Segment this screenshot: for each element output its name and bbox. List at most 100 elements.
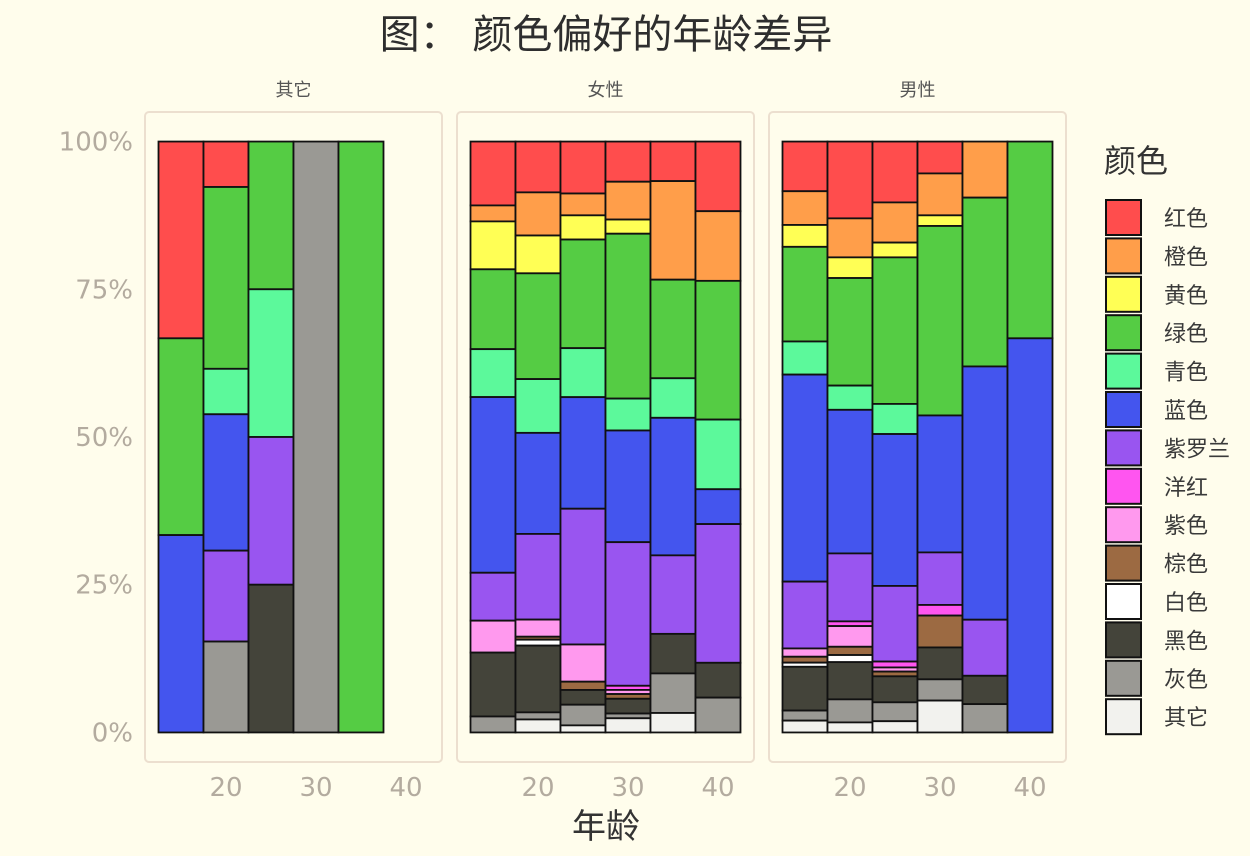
bar-segment-male-age20-white [826, 654, 874, 664]
bar-segment-male-age20-orange [826, 217, 874, 259]
bar-segment-female-age25-cyan [559, 347, 607, 399]
x-tick-label: 30 [923, 773, 956, 803]
bar-female-age25 [559, 140, 607, 734]
bar-female-age15 [469, 140, 517, 734]
bar-segment-male-age25-blue [871, 433, 919, 587]
x-axis-title: 年龄 [572, 807, 640, 847]
bar-segment-male-age15-orange [781, 190, 829, 226]
legend-swatch [1105, 659, 1142, 697]
bar-other-age15 [157, 140, 205, 734]
legend-swatch [1105, 698, 1142, 736]
bar-segment-female-age35-black [649, 632, 697, 675]
x-tick-label: 40 [389, 773, 422, 803]
bar-segment-female-age30-cyan [604, 397, 652, 432]
bar-segment-female-age40-blue [694, 488, 742, 525]
bar-segment-male-age20-purple [826, 625, 874, 648]
bar-male-age30 [916, 140, 964, 734]
y-axis: 0% 25% 50% 75% 100% [59, 128, 133, 749]
legend-label: 青色 [1164, 361, 1208, 386]
bar-segment-male-age30-yellow [916, 214, 964, 227]
bar-segment-female-age25-brown [559, 680, 607, 691]
bar-segment-female-age15-yellow [469, 220, 517, 271]
bar-segment-female-age15-purple [469, 619, 517, 654]
bar-segment-female-age25-purple [559, 643, 607, 683]
chart-title: 图： 颜色偏好的年龄差异 [380, 12, 833, 58]
bar-segment-female-age35-other [649, 712, 697, 734]
bar-segment-other-age20-blue [202, 413, 250, 552]
legend-item-other: 其它 [1105, 698, 1208, 736]
bar-male-age35 [961, 140, 1009, 734]
bar-segment-other-age30-gray [292, 140, 340, 734]
bar-segment-male-age35-violet [961, 618, 1009, 677]
legend-item-green: 绿色 [1105, 314, 1208, 352]
legend-label: 灰色 [1164, 668, 1208, 693]
legend-swatch [1105, 391, 1142, 428]
bar-segment-female-age30-orange [604, 180, 652, 221]
bar-segment-male-age40-green [1006, 140, 1054, 340]
bar-segment-female-age30-violet [604, 541, 652, 687]
bar-female-age20 [514, 140, 562, 734]
bar-segment-male-age30-black [916, 646, 964, 681]
bar-segment-female-age25-black [559, 689, 607, 706]
bar-segment-female-age30-black [604, 697, 652, 715]
bar-segment-male-age15-blue [781, 373, 829, 583]
bar-segment-female-age25-violet [559, 507, 607, 646]
bar-segment-female-age40-green [694, 279, 742, 421]
x-tick-label: 30 [299, 773, 332, 803]
bar-other-age20 [202, 140, 250, 734]
bar-segment-female-age35-blue [649, 416, 697, 557]
y-tick-label: 50% [75, 423, 133, 453]
bar-segment-female-age25-green [559, 238, 607, 350]
bar-segment-male-age25-cyan [871, 403, 919, 435]
bar-male-age20 [826, 140, 874, 734]
bar-segment-female-age20-red [514, 140, 562, 194]
bar-segment-female-age20-blue [514, 431, 562, 535]
legend-item-blue: 蓝色 [1105, 391, 1208, 428]
bar-segment-female-age20-black [514, 644, 562, 714]
bar-segment-male-age40-blue [1006, 337, 1054, 734]
bar-segment-male-age15-other [781, 719, 829, 734]
bar-segment-male-age25-other [871, 720, 919, 734]
legend-label: 洋红 [1164, 476, 1208, 501]
bar-segment-male-age25-green [871, 256, 919, 405]
legend-label: 紫色 [1164, 514, 1208, 539]
bar-segment-male-age30-magenta [916, 604, 964, 617]
legend-label: 棕色 [1164, 553, 1208, 578]
bar-segment-female-age30-green [604, 232, 652, 400]
bar-segment-male-age30-green [916, 225, 964, 417]
bar-segment-female-age20-green [514, 272, 562, 380]
bar-segment-male-age20-blue [826, 408, 874, 555]
bar-segment-male-age15-yellow [781, 224, 829, 248]
bar-segment-female-age40-gray [694, 696, 742, 734]
bar-female-age35 [649, 140, 697, 734]
bar-segment-male-age35-black [961, 674, 1009, 706]
bar-segment-female-age20-gray [514, 711, 562, 721]
legend-swatch [1105, 199, 1142, 236]
bar-segment-female-age40-red [694, 140, 742, 213]
bar-segment-female-age30-red [604, 140, 652, 183]
legend-item-black: 黑色 [1105, 621, 1208, 659]
bar-segment-female-age20-orange [514, 191, 562, 237]
bar-segment-male-age15-black [781, 665, 829, 712]
legend-item-red: 红色 [1105, 199, 1208, 236]
legend-label: 黑色 [1164, 629, 1208, 654]
bar-segment-male-age30-other [916, 699, 964, 734]
bar-segment-male-age15-cyan [781, 340, 829, 376]
bar-segment-female-age25-orange [559, 192, 607, 217]
bar-segment-female-age25-red [559, 140, 607, 195]
bar-segment-male-age20-black [826, 661, 874, 701]
x-tick-label: 40 [701, 773, 734, 803]
bar-segment-female-age15-red [469, 140, 517, 207]
bar-segment-male-age15-violet [781, 580, 829, 650]
bar-male-age25 [871, 140, 919, 734]
x-tick-label: 20 [833, 773, 866, 803]
legend-swatch [1105, 352, 1142, 390]
bar-segment-other-age20-cyan [202, 367, 250, 416]
bar-segment-male-age25-yellow [871, 241, 919, 259]
legend-item-magenta: 洋红 [1105, 467, 1208, 505]
legend-item-cyan: 青色 [1105, 352, 1208, 390]
bar-segment-female-age20-purple [514, 618, 562, 638]
legend-swatch [1105, 429, 1142, 467]
bar-segment-male-age20-violet [826, 552, 874, 623]
bar-segment-male-age15-red [781, 140, 829, 193]
